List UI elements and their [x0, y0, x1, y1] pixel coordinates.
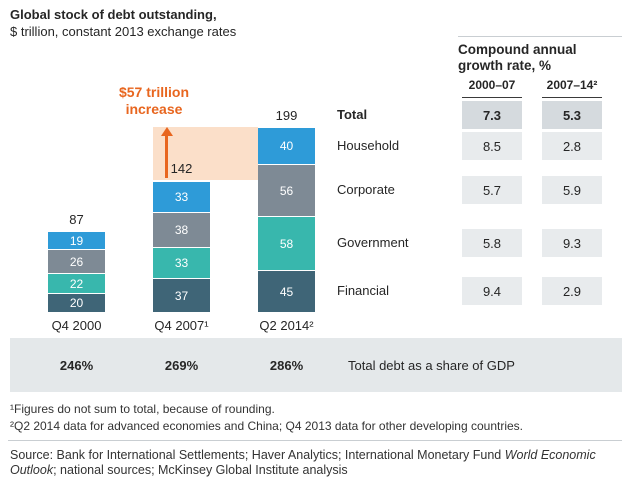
column-header-2000-07: 2000–07 — [462, 78, 522, 98]
increase-annotation: $57 trillion increase — [88, 84, 220, 118]
bar-segment-household: 19 — [48, 232, 105, 249]
column-header-2007-14: 2007–14² — [542, 78, 602, 98]
table-row-label-total: Total — [337, 107, 368, 122]
source-divider — [8, 440, 622, 441]
gdp-share-value: 269% — [164, 358, 199, 373]
increase-arrow-head-icon — [161, 127, 173, 136]
source-text: Source: Bank for International Settlemen… — [10, 448, 622, 478]
table-row-label-government: Government — [337, 235, 409, 250]
gdp-band: Total debt as a share of GDP 246% 269% 286… — [10, 338, 622, 392]
bar-segment-government: 33 — [153, 248, 210, 278]
table-title: Compound annual growth rate, % — [458, 42, 577, 73]
cagr-value-household-0: 8.5 — [462, 132, 522, 160]
table-row-label-household: Household — [337, 138, 400, 153]
cagr-value-corporate-1: 5.9 — [542, 176, 602, 204]
table-row-label-corporate: Corporate — [337, 182, 395, 197]
increase-annotation-line1: $57 trillion — [118, 84, 190, 100]
bar-segment-household: 40 — [258, 128, 315, 164]
cagr-value-total-0: 7.3 — [462, 101, 522, 129]
page-title: Global stock of debt outstanding, — [10, 7, 217, 22]
cagr-value-corporate-0: 5.7 — [462, 176, 522, 204]
bar-axis-label: Q4 2000 — [51, 318, 102, 333]
bar-segment-corporate: 38 — [153, 213, 210, 247]
bar-segment-financial: 45 — [258, 271, 315, 312]
source-italic: World Economic Outlook — [10, 448, 596, 477]
gdp-share-value: 246% — [59, 358, 94, 373]
bar-segment-corporate: 26 — [48, 250, 105, 273]
bar-axis-label: Q2 2014² — [259, 318, 314, 333]
cagr-value-government-1: 9.3 — [542, 229, 602, 257]
cagr-value-household-1: 2.8 — [542, 132, 602, 160]
cagr-value-total-1: 5.3 — [542, 101, 602, 129]
bar-segment-government: 22 — [48, 274, 105, 293]
cagr-value-financial-0: 9.4 — [462, 277, 522, 305]
table-row-label-financial: Financial — [337, 283, 390, 298]
gdp-share-value: 286% — [269, 358, 304, 373]
bar-segment-government: 58 — [258, 217, 315, 270]
gdp-band-label: Total debt as a share of GDP — [348, 358, 515, 373]
page-subtitle: $ trillion, constant 2013 exchange rates — [10, 24, 237, 39]
footnote-1: ¹Figures do not sum to total, because of… — [10, 402, 275, 416]
cagr-value-financial-1: 2.9 — [542, 277, 602, 305]
increase-annotation-line2: increase — [125, 101, 183, 117]
bar-segment-household: 33 — [153, 182, 210, 212]
bar-total-label: 87 — [69, 212, 84, 227]
source-suffix: ; national sources; McKinsey Global Inst… — [53, 463, 348, 477]
source-prefix: Source: Bank for International Settlemen… — [10, 448, 505, 462]
increase-arrow-icon — [165, 136, 168, 178]
bar-segment-corporate: 56 — [258, 165, 315, 216]
cagr-value-government-0: 5.8 — [462, 229, 522, 257]
bar-total-label: 142 — [170, 161, 193, 176]
bar-axis-label: Q4 2007¹ — [154, 318, 209, 333]
bar-segment-financial: 20 — [48, 294, 105, 312]
bar-total-label: 199 — [275, 108, 298, 123]
bar-segment-financial: 37 — [153, 279, 210, 312]
table-top-rule — [458, 36, 622, 37]
footnote-2: ²Q2 2014 data for advanced economies and… — [10, 419, 524, 433]
